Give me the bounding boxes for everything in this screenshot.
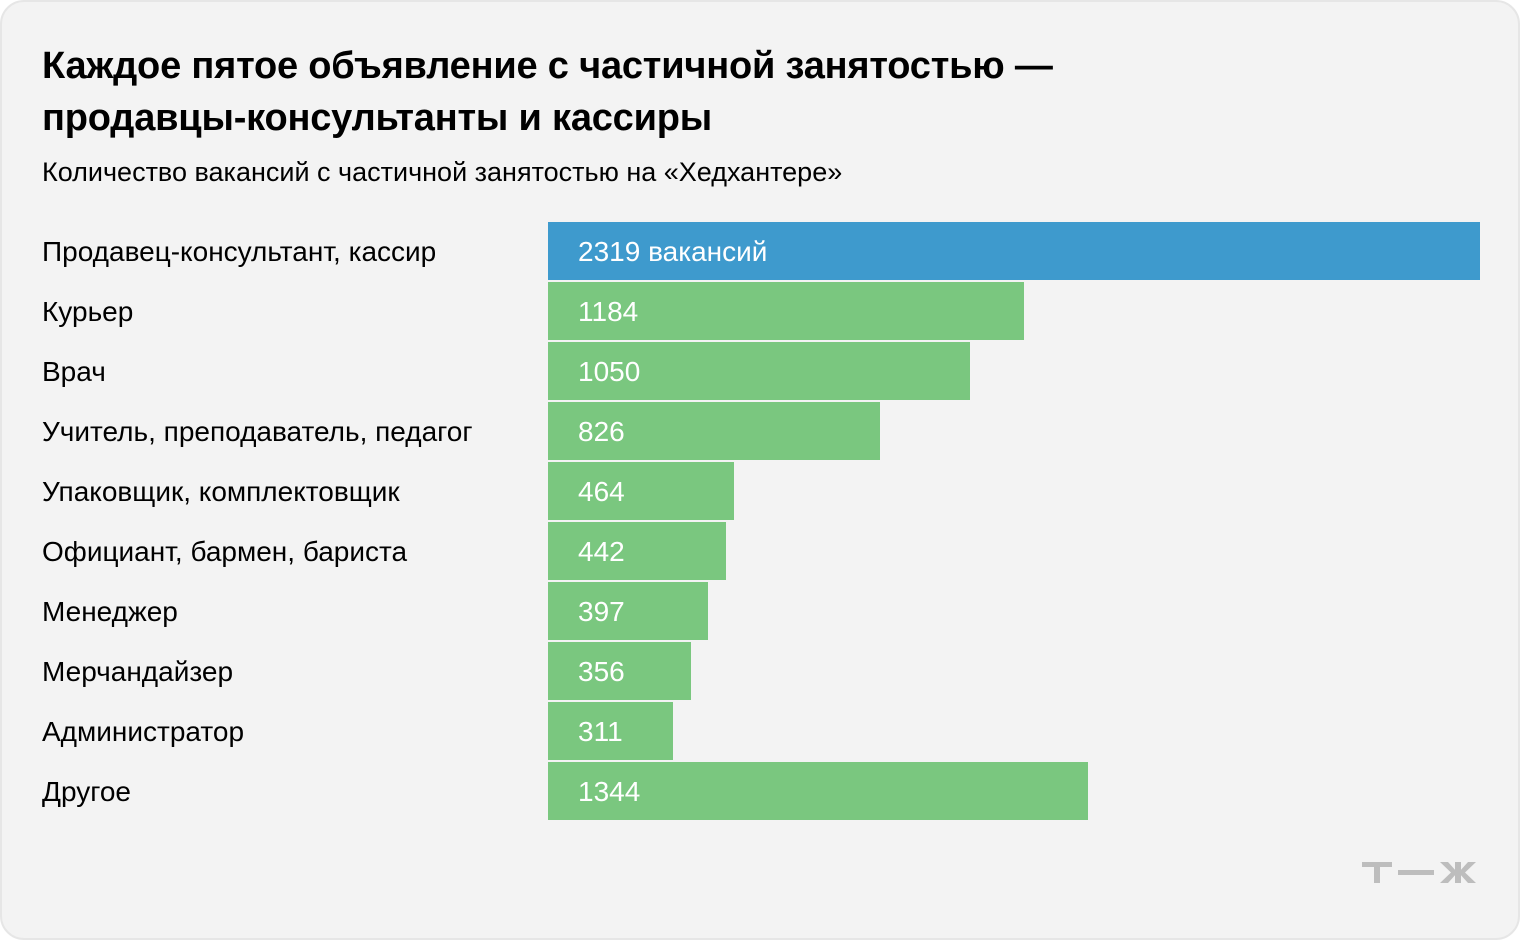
bar-value-label: 826 (578, 416, 625, 447)
category-label: Официант, бармен, бариста (42, 536, 408, 567)
bar (548, 762, 1088, 820)
bar (548, 522, 726, 580)
bar (548, 702, 673, 760)
bar-value-label: 464 (578, 476, 625, 507)
bar-value-label: 397 (578, 596, 625, 627)
bar-value-label: 1050 (578, 356, 640, 387)
category-label: Врач (42, 356, 106, 387)
bar-value-label: 2319 вакансий (578, 236, 767, 267)
category-label: Упаковщик, комплектовщик (42, 476, 400, 507)
bars-group: Продавец-консультант, кассир 2319 ваканси… (42, 222, 1480, 820)
category-label: Администратор (42, 716, 244, 747)
bar (548, 282, 1024, 340)
bar (548, 342, 970, 400)
tzh-logo (1360, 858, 1484, 891)
bar-value-label: 1344 (578, 776, 640, 807)
category-label: Мерчандайзер (42, 656, 233, 687)
bar-value-label: 1184 (578, 296, 638, 327)
bar (548, 222, 1480, 280)
bar (548, 582, 708, 640)
category-label: Учитель, преподаватель, педагог (42, 416, 473, 447)
bar-value-label: 311 (578, 716, 623, 747)
bar (548, 462, 734, 520)
category-label: Менеджер (42, 596, 178, 627)
category-label: Другое (42, 776, 131, 807)
bar-value-label: 442 (578, 536, 625, 567)
category-label: Курьер (42, 296, 133, 327)
bar (548, 642, 691, 700)
bar (548, 402, 880, 460)
bar-value-label: 356 (578, 656, 625, 687)
chart-title: Каждое пятое объявление с частичной заня… (42, 45, 1053, 139)
chart-subtitle: Количество вакансий с частичной занятост… (42, 157, 843, 187)
category-label: Продавец-консультант, кассир (42, 236, 436, 267)
